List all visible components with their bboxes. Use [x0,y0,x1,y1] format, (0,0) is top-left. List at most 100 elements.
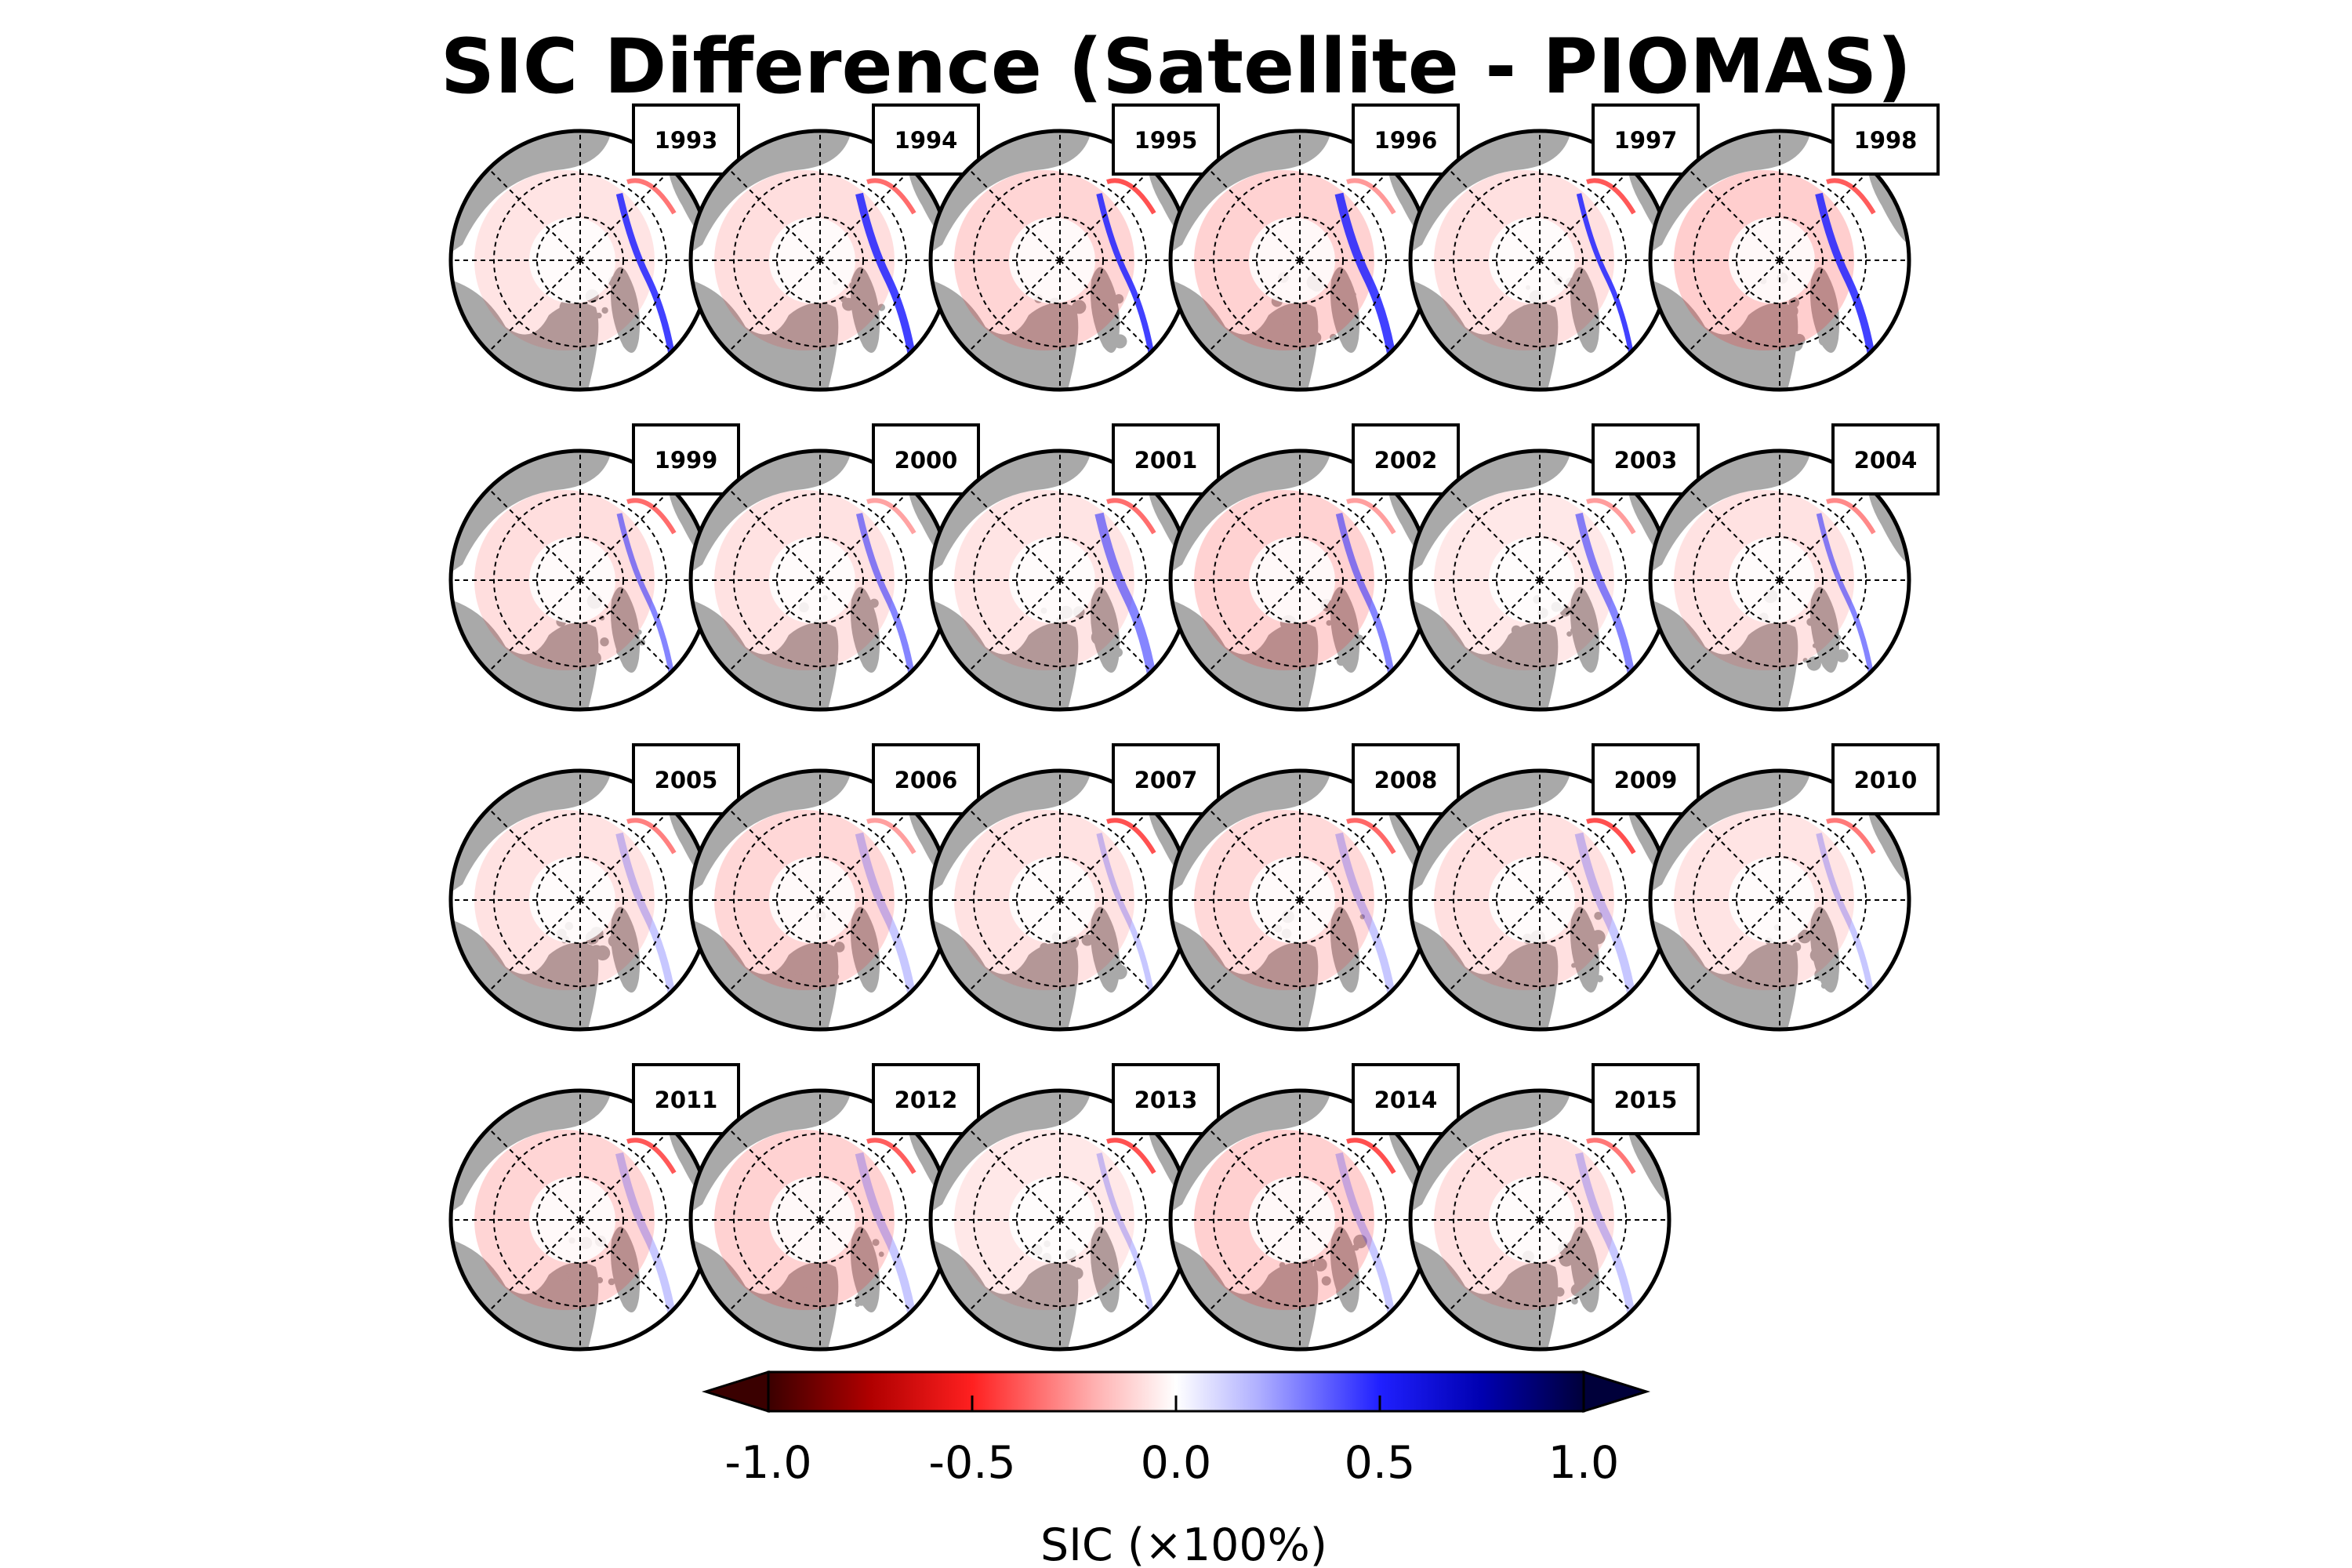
land-mass [851,1226,880,1312]
meridian-line [819,579,913,673]
land-mass [1330,267,1360,353]
year-label: 2006 [895,767,958,793]
meridian-line [1059,1219,1152,1312]
meridian-line [728,579,821,673]
meridian-line [488,1219,581,1312]
meridian-line [1447,899,1541,993]
year-label: 2009 [1614,767,1678,793]
colorbar-tick-label: 0.0 [1141,1437,1212,1489]
meridian-line [1299,899,1392,993]
colorbar-tick-label: 1.0 [1548,1437,1620,1489]
year-label: 1994 [895,127,958,154]
year-label-box [1112,1063,1220,1135]
meridian-line [579,579,673,673]
year-label-box [1352,1063,1460,1135]
year-label: 2002 [1374,447,1438,474]
year-label-box [632,103,740,176]
meridian-line [967,488,1061,581]
meridian-line [1539,488,1632,581]
meridian-line [1207,168,1301,261]
meridian-line [1447,1127,1541,1221]
year-label: 2003 [1614,447,1678,474]
year-label-box [1592,743,1700,815]
ice-edge-anomaly [1096,1152,1157,1330]
ice-edge-anomaly [1816,513,1877,691]
meridian-line [579,260,673,353]
map-panel-2007: 2007 [928,743,1220,1032]
meridian-line [488,579,581,673]
ice-edge-anomaly [1096,193,1157,371]
meridian-line [819,1127,913,1221]
year-label-box [1112,103,1220,176]
meridian-line [1779,260,1872,353]
meridian-line [488,1127,581,1221]
meridian-line [819,1219,913,1312]
ice-edge-anomaly [1334,192,1399,371]
meridian-line [1059,260,1152,353]
year-label: 2012 [895,1087,958,1113]
meridian-line [819,899,913,993]
meridian-line [819,808,913,901]
meridian-line [1779,579,1872,673]
map-panels: 1993 1994 1995 1996 1997 1998 1999 2000 2001 2002… [448,103,1940,1352]
meridian-line [728,488,821,581]
meridian-line [1447,488,1541,581]
meridian-line [1447,1219,1541,1312]
land-mass [1570,906,1600,993]
map-panel-1996: 1996 [1168,103,1460,392]
meridian-line [579,168,673,261]
meridian-line [1207,899,1301,993]
year-label-box [1831,103,1940,176]
meridian-line [488,260,581,353]
land-mass [851,267,880,353]
year-label-box [1831,423,1940,495]
meridian-line [1059,488,1152,581]
chart-title: SIC Difference (Satellite - PIOMAS) [441,23,1911,111]
meridian-line [1687,808,1780,901]
meridian-line [1779,168,1872,261]
meridian-line [728,1219,821,1312]
meridian-line [579,808,673,901]
colorbar: -1.0 -0.5 0.0 0.5 1.0 SIC (×100%) [701,1370,1651,1568]
meridian-line [967,808,1061,901]
ice-edge-anomaly [615,193,678,371]
ice-edge-anomaly [855,832,919,1011]
map-panel-2004: 2004 [1648,423,1940,712]
meridian-line [488,168,581,261]
ice-edge-anomaly [1335,1152,1398,1330]
colorbar-extend-max [1582,1370,1651,1414]
year-label: 2013 [1134,1087,1198,1113]
year-label: 2008 [1374,767,1438,793]
meridian-line [1299,168,1392,261]
year-label: 1993 [655,127,718,154]
meridian-line [728,899,821,993]
ice-edge-anomaly [1815,192,1878,371]
colorbar-tick-label: 0.5 [1345,1437,1416,1489]
meridian-line [579,1127,673,1221]
meridian-line [1059,808,1152,901]
map-panel-2008: 2008 [1168,743,1460,1032]
meridian-line [1207,1219,1301,1312]
meridian-line [1207,579,1301,673]
ice-edge-anomaly [1575,512,1638,691]
year-label-box [1112,743,1220,815]
year-label-box [872,743,980,815]
land-mass [1330,906,1360,993]
colorbar-tick-label: -1.0 [724,1437,811,1489]
ice-edge-anomaly [1335,513,1398,691]
meridian-line [1447,579,1541,673]
meridian-line [1207,808,1301,901]
year-label: 2000 [895,447,958,474]
map-boundary [1408,1088,1671,1352]
meridian-line [1539,260,1632,353]
meridian-line [1687,579,1780,673]
year-label-box [1592,423,1700,495]
meridian-line [1299,260,1392,353]
meridian-line [819,168,913,261]
year-label: 2004 [1854,447,1918,474]
meridian-line [1687,260,1780,353]
ice-edge-anomaly [1576,193,1637,371]
map-panel-2015: 2015 [1408,1063,1700,1352]
ice-edge-anomaly [855,1152,919,1330]
